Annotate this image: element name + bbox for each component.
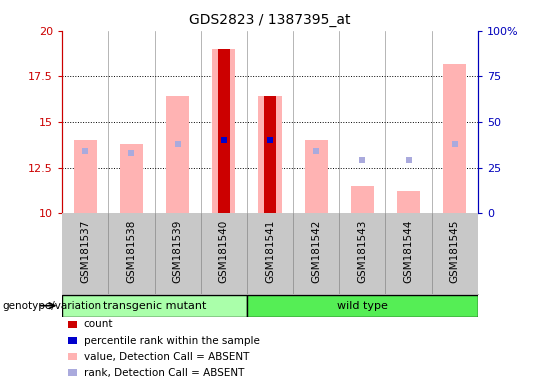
Title: GDS2823 / 1387395_at: GDS2823 / 1387395_at — [189, 13, 351, 27]
Text: GSM181545: GSM181545 — [450, 220, 460, 283]
Text: GSM181539: GSM181539 — [173, 220, 183, 283]
Bar — [264, 96, 276, 213]
Text: GSM181543: GSM181543 — [357, 220, 367, 283]
Text: GSM181544: GSM181544 — [403, 220, 414, 283]
Text: wild type: wild type — [337, 301, 388, 311]
Bar — [351, 186, 374, 213]
Bar — [62, 295, 247, 317]
Text: GSM181541: GSM181541 — [265, 220, 275, 283]
Bar — [218, 49, 230, 213]
Text: GSM181537: GSM181537 — [80, 220, 90, 283]
Text: genotype/variation: genotype/variation — [3, 301, 102, 311]
Text: transgenic mutant: transgenic mutant — [103, 301, 206, 311]
Text: value, Detection Call = ABSENT: value, Detection Call = ABSENT — [84, 352, 249, 362]
Text: GSM181542: GSM181542 — [311, 220, 321, 283]
Bar — [443, 64, 467, 213]
Bar — [397, 191, 420, 213]
Text: count: count — [84, 319, 113, 329]
Bar — [247, 295, 478, 317]
Bar — [212, 49, 235, 213]
Bar — [259, 96, 281, 213]
Bar — [120, 144, 143, 213]
Text: rank, Detection Call = ABSENT: rank, Detection Call = ABSENT — [84, 368, 244, 378]
Bar — [166, 96, 189, 213]
Text: GSM181540: GSM181540 — [219, 220, 229, 283]
Bar — [305, 140, 328, 213]
Text: GSM181538: GSM181538 — [126, 220, 137, 283]
Bar — [73, 140, 97, 213]
Text: percentile rank within the sample: percentile rank within the sample — [84, 336, 260, 346]
